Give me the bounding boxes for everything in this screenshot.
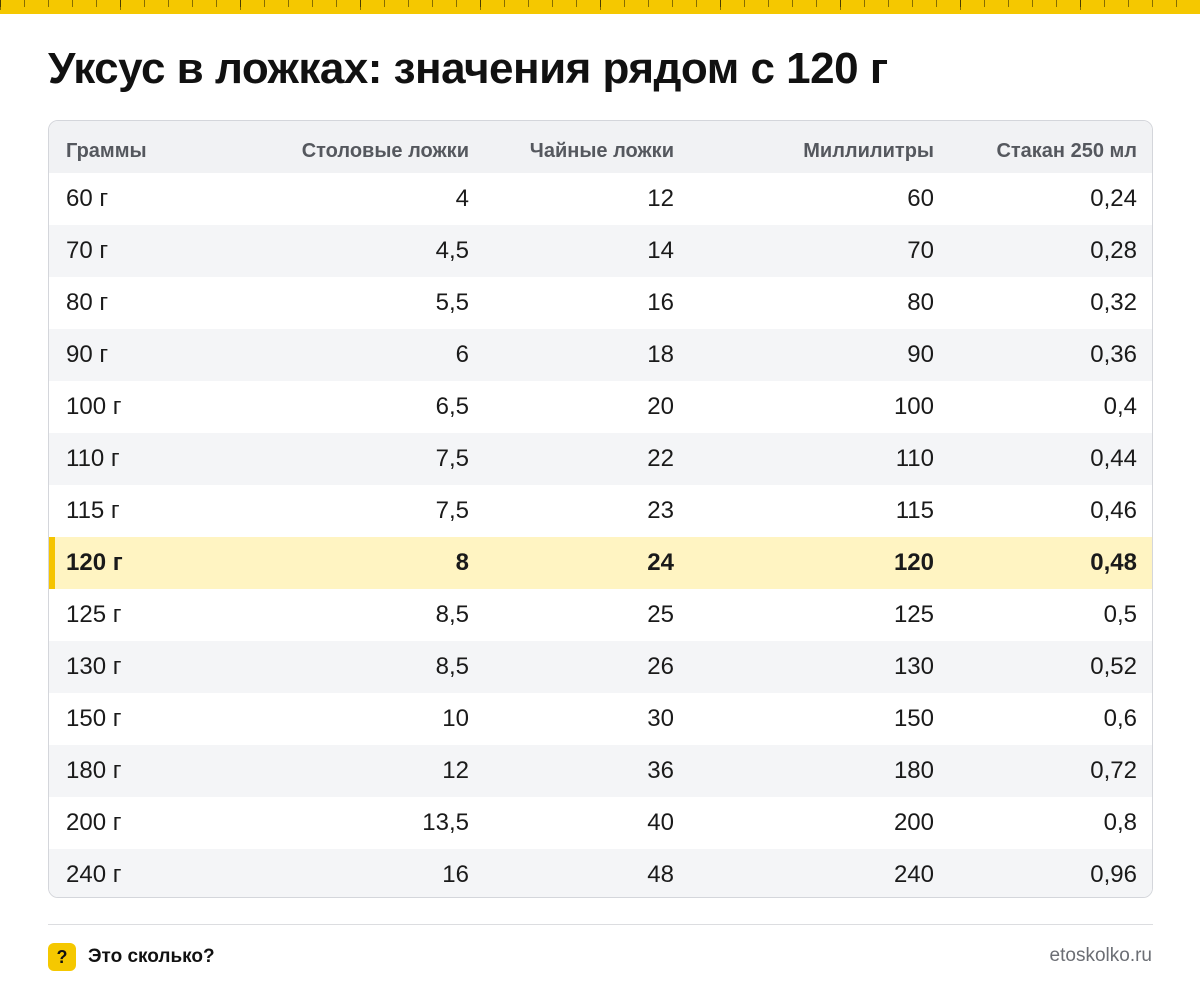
table-row: 100 г 6,5 20 100 0,4 [49,381,1152,433]
ruler-strip [0,0,1200,14]
table-row: 110 г 7,5 22 110 0,44 [49,433,1152,485]
table-row: 80 г 5,5 16 80 0,32 [49,277,1152,329]
cell-milliliters: 240 [893,861,934,888]
table-row: 180 г 12 36 180 0,72 [49,745,1152,797]
cell-glass: 0,96 [1090,861,1137,888]
table-row: 70 г 4,5 14 70 0,28 [49,225,1152,277]
table-row: 200 г 13,5 40 200 0,8 [49,797,1152,849]
cell-teaspoons: 40 [647,809,674,836]
cell-grams: 115 г [66,497,120,524]
cell-teaspoons: 25 [647,601,674,628]
cell-teaspoons: 18 [647,341,674,368]
conversion-table-card: Граммы Столовые ложки Чайные ложки Милли… [48,120,1153,898]
cell-glass: 0,72 [1090,757,1137,784]
cell-glass: 0,28 [1090,237,1137,264]
cell-glass: 0,46 [1090,497,1137,524]
table-row-highlighted: 120 г 8 24 120 0,48 [49,537,1152,589]
cell-milliliters: 130 [893,653,934,680]
cell-teaspoons: 16 [647,289,674,316]
cell-teaspoons: 12 [647,185,674,212]
table-row: 90 г 6 18 90 0,36 [49,329,1152,381]
cell-teaspoons: 30 [647,705,674,732]
table-row: 60 г 4 12 60 0,24 [49,173,1152,225]
cell-tablespoons: 6,5 [435,393,469,420]
cell-milliliters: 90 [907,341,934,368]
header-tablespoons: Столовые ложки [301,139,469,162]
table-row: 125 г 8,5 25 125 0,5 [49,589,1152,641]
cell-teaspoons: 22 [647,445,674,472]
cell-glass: 0,24 [1090,185,1137,212]
cell-tablespoons: 8,5 [435,601,469,628]
cell-tablespoons: 12 [442,757,469,784]
cell-milliliters: 125 [893,601,934,628]
question-mark-icon: ? [48,943,76,971]
table-row: 240 г 16 48 240 0,96 [49,849,1152,897]
cell-teaspoons: 36 [647,757,674,784]
cell-glass: 0,8 [1103,809,1137,836]
cell-grams: 200 г [66,809,122,836]
site-url[interactable]: etoskolko.ru [1049,945,1152,966]
cell-grams: 80 г [66,289,109,316]
page-title: Уксус в ложках: значения рядом с 120 г [48,44,888,93]
table-row: 150 г 10 30 150 0,6 [49,693,1152,745]
table-row: 130 г 8,5 26 130 0,52 [49,641,1152,693]
cell-glass: 0,36 [1090,341,1137,368]
cell-tablespoons: 13,5 [422,809,469,836]
cell-milliliters: 60 [907,185,934,212]
cell-milliliters: 80 [907,289,934,316]
cell-glass: 0,48 [1090,549,1137,576]
cell-grams: 150 г [66,705,122,732]
cell-milliliters: 150 [893,705,934,732]
cell-glass: 0,6 [1103,705,1137,732]
cell-milliliters: 200 [893,809,934,836]
cell-grams: 240 г [66,861,122,888]
conversion-table: Граммы Столовые ложки Чайные ложки Милли… [49,121,1152,897]
table-row: 115 г 7,5 23 115 0,46 [49,485,1152,537]
cell-milliliters: 120 [893,549,934,576]
cell-grams: 70 г [66,237,109,264]
brand-name: Это сколько? [88,946,215,967]
cell-teaspoons: 20 [647,393,674,420]
cell-milliliters: 70 [907,237,934,264]
cell-teaspoons: 26 [647,653,674,680]
cell-teaspoons: 48 [647,861,674,888]
header-teaspoons: Чайные ложки [529,139,674,162]
cell-teaspoons: 14 [647,237,674,264]
footer-divider [48,924,1153,925]
header-glass: Стакан 250 мл [996,139,1137,162]
cell-glass: 0,4 [1103,393,1137,420]
cell-grams: 180 г [66,757,122,784]
cell-teaspoons: 23 [647,497,674,524]
cell-milliliters: 110 [895,445,934,472]
cell-tablespoons: 16 [442,861,469,888]
cell-glass: 0,52 [1090,653,1137,680]
cell-glass: 0,5 [1103,601,1137,628]
cell-tablespoons: 10 [442,705,469,732]
cell-glass: 0,44 [1090,445,1137,472]
cell-tablespoons: 4 [455,185,469,212]
cell-tablespoons: 8,5 [435,653,469,680]
cell-milliliters: 115 [895,497,934,524]
cell-tablespoons: 6 [455,341,469,368]
brand: ? Это сколько? [48,943,215,971]
cell-grams: 110 г [66,445,120,472]
table-header-row: Граммы Столовые ложки Чайные ложки Милли… [49,121,1152,173]
cell-grams: 120 г [49,537,249,589]
cell-milliliters: 180 [893,757,934,784]
cell-tablespoons: 7,5 [435,445,469,472]
cell-tablespoons: 4,5 [435,237,469,264]
cell-milliliters: 100 [893,393,934,420]
cell-tablespoons: 7,5 [435,497,469,524]
cell-glass: 0,32 [1090,289,1137,316]
cell-grams: 125 г [66,601,122,628]
cell-grams: 100 г [66,393,122,420]
header-grams: Граммы [66,139,147,162]
cell-grams: 130 г [66,653,122,680]
cell-tablespoons: 8 [455,549,469,576]
cell-tablespoons: 5,5 [435,289,469,316]
cell-teaspoons: 24 [647,549,674,576]
header-milliliters: Миллилитры [803,139,934,162]
cell-grams: 60 г [66,185,109,212]
cell-grams: 90 г [66,341,109,368]
